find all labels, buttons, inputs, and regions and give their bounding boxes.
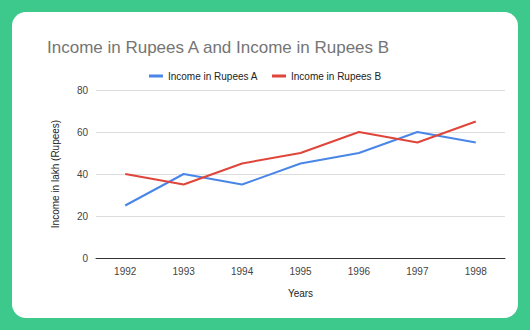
svg-text:80: 80: [77, 85, 89, 96]
svg-text:Income in lakh (Rupees): Income in lakh (Rupees): [50, 120, 61, 228]
svg-text:Income in Rupees A: Income in Rupees A: [168, 71, 258, 82]
svg-text:1998: 1998: [465, 266, 488, 277]
svg-text:1995: 1995: [289, 266, 312, 277]
svg-text:60: 60: [77, 127, 89, 138]
svg-text:1997: 1997: [406, 266, 429, 277]
svg-text:20: 20: [77, 211, 89, 222]
svg-text:1994: 1994: [231, 266, 254, 277]
svg-text:40: 40: [77, 169, 89, 180]
svg-text:0: 0: [82, 253, 88, 264]
svg-text:1992: 1992: [114, 266, 137, 277]
svg-text:1993: 1993: [173, 266, 196, 277]
svg-text:Income in Rupees B: Income in Rupees B: [291, 71, 381, 82]
svg-text:1996: 1996: [348, 266, 371, 277]
svg-text:Years: Years: [288, 288, 313, 299]
svg-text:Income in Rupees A and Income: Income in Rupees A and Income in Rupees …: [47, 38, 389, 57]
